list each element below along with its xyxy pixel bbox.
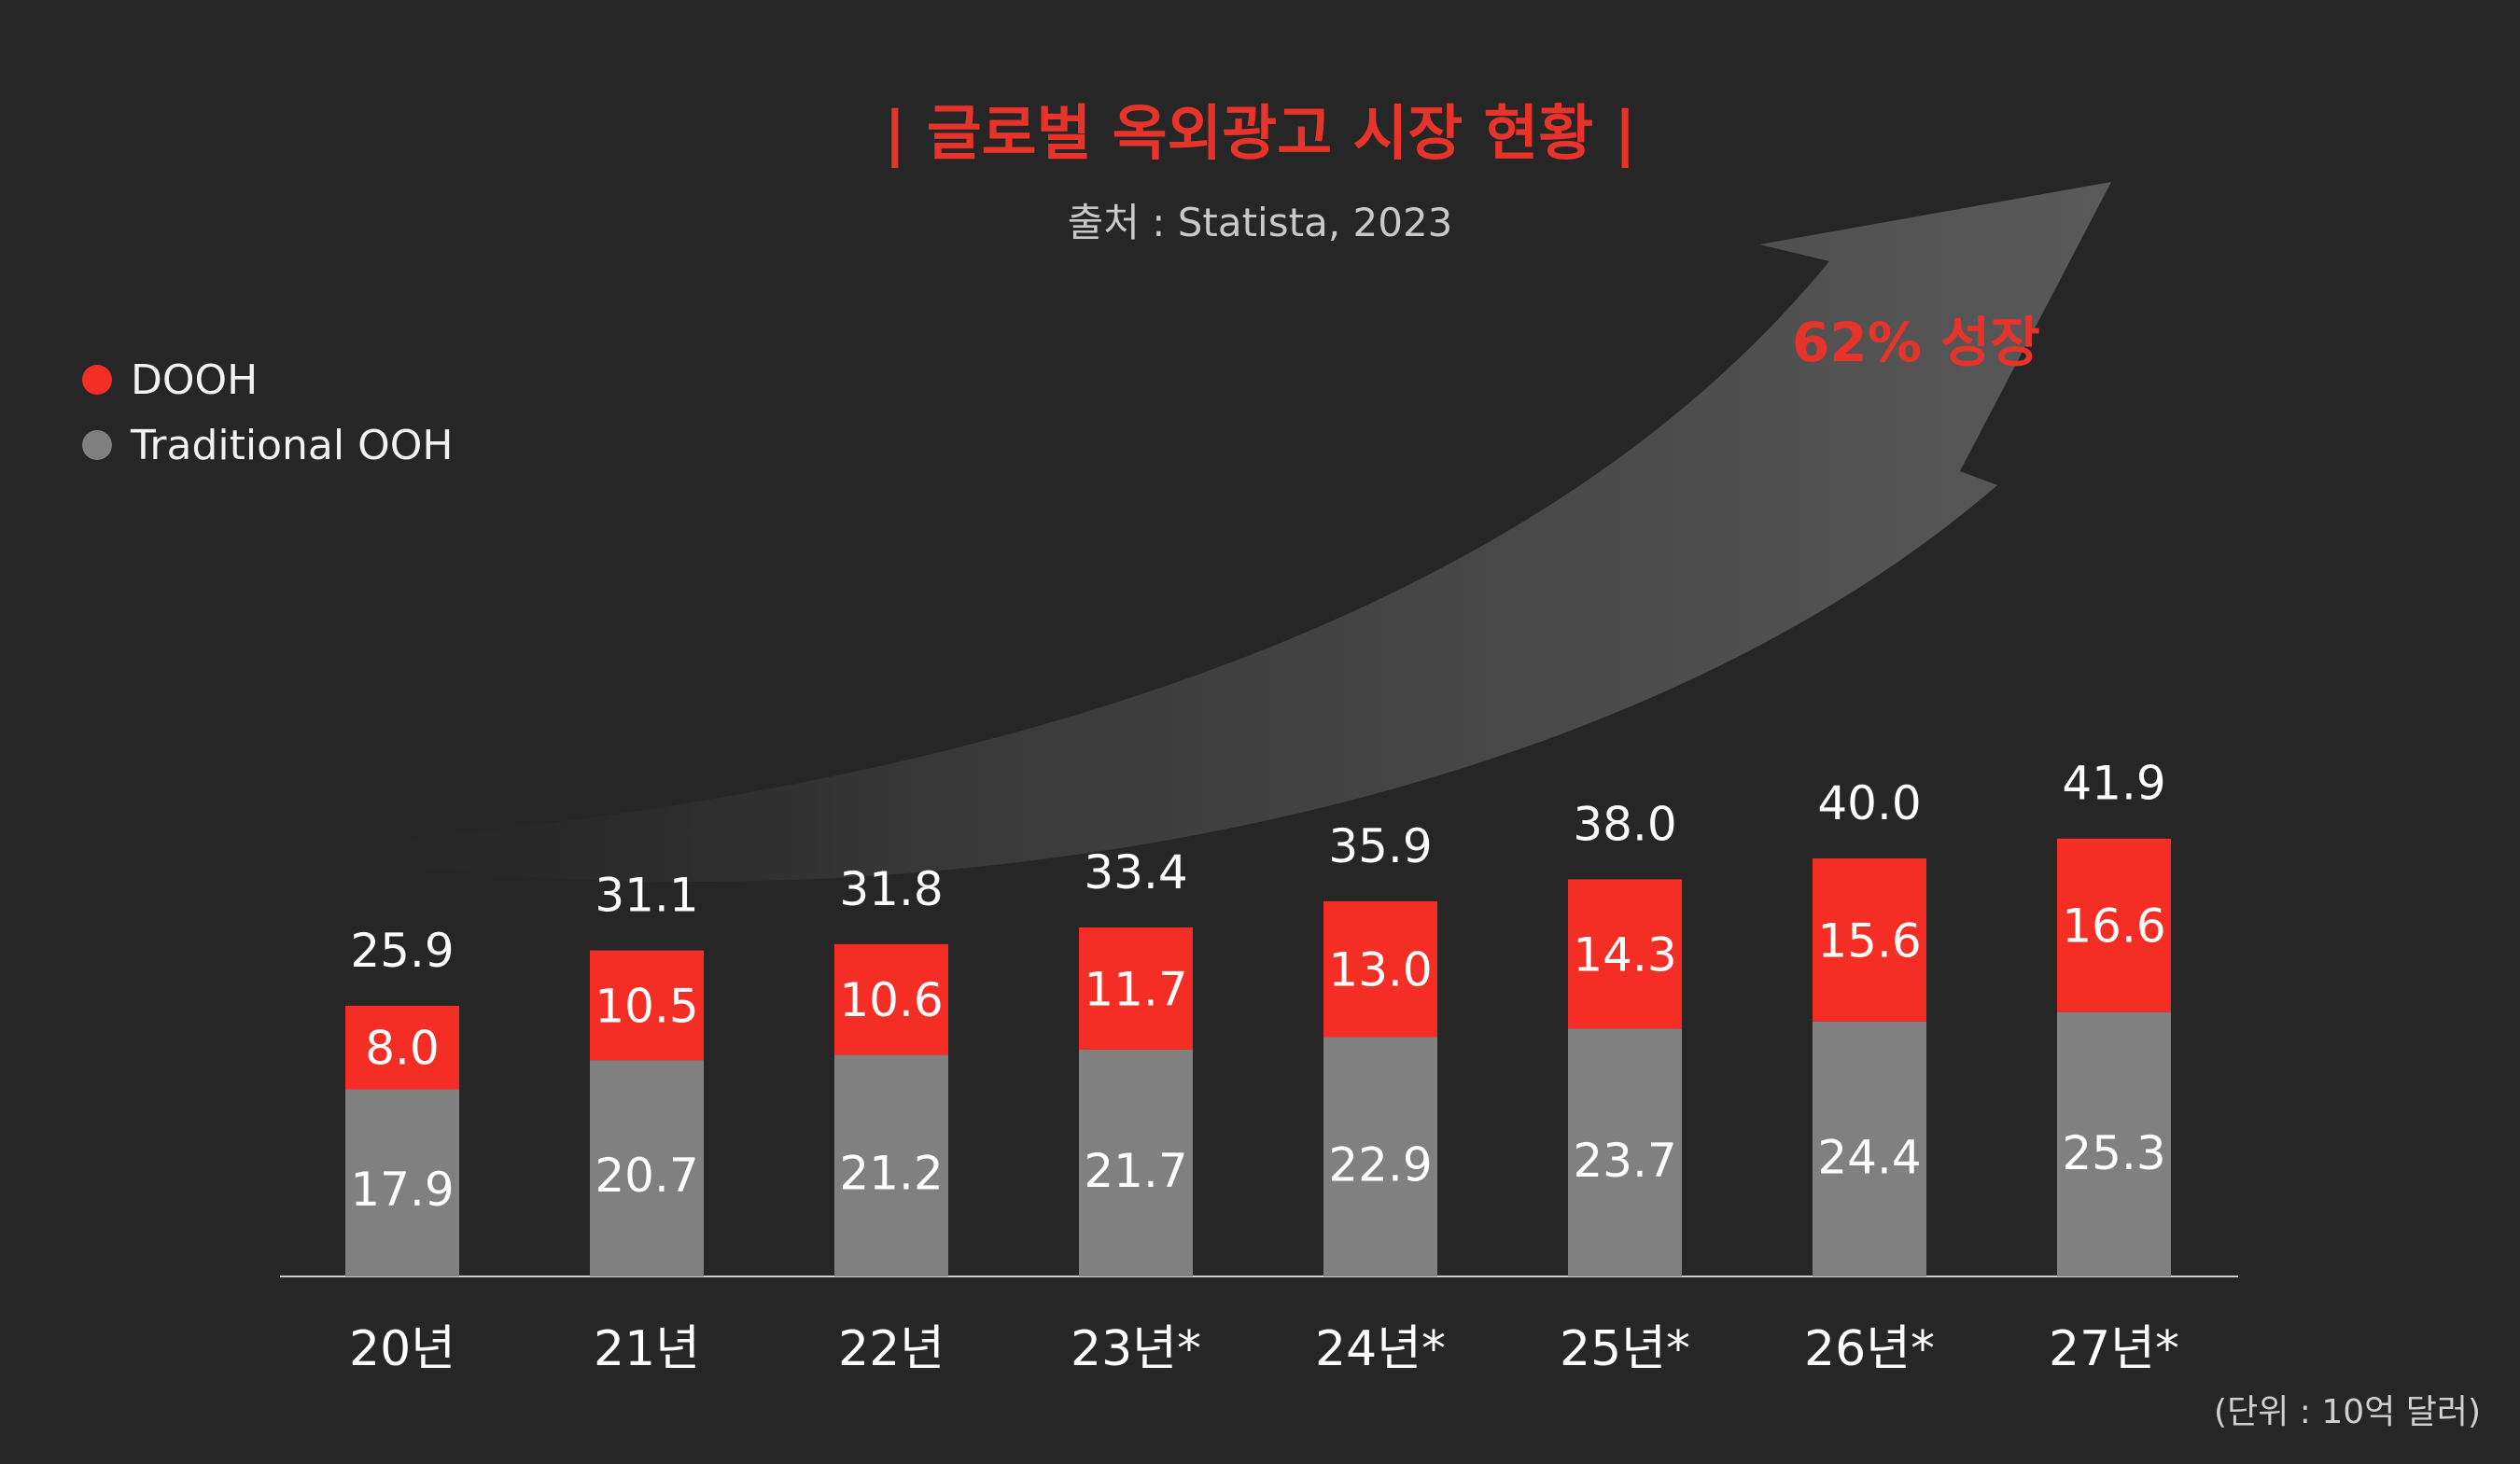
bar-traditional	[1079, 1049, 1193, 1276]
bar-dooh	[2057, 838, 2171, 1012]
x-tick-label: 27년*	[2049, 1321, 2179, 1377]
label-dooh: 14.3	[1573, 927, 1676, 982]
bar-dooh	[1568, 879, 1682, 1029]
label-total: 35.9	[1328, 819, 1432, 873]
label-total: 31.8	[839, 862, 943, 916]
label-dooh: 11.7	[1084, 962, 1187, 1016]
bar-traditional	[1323, 1037, 1437, 1276]
x-tick-label: 26년*	[1804, 1321, 1935, 1377]
legend-label-traditional: Traditional OOH	[131, 421, 454, 469]
label-traditional: 21.2	[839, 1146, 943, 1200]
bar-traditional	[590, 1060, 704, 1276]
chart-title: | 글로벌 옥외광고 시장 현황 |	[884, 100, 1636, 169]
label-dooh: 16.6	[2062, 899, 2165, 954]
x-tick-label: 22년	[838, 1321, 945, 1377]
label-traditional: 25.3	[2062, 1126, 2165, 1180]
x-tick-label: 21년	[594, 1321, 700, 1377]
label-total: 33.4	[1084, 845, 1187, 899]
legend-dot-traditional	[82, 430, 112, 460]
x-tick-label: 20년	[349, 1321, 455, 1377]
label-dooh: 15.6	[1817, 913, 1921, 968]
legend-dot-dooh	[82, 365, 112, 395]
bar-traditional	[2057, 1011, 2171, 1276]
bar-dooh	[834, 943, 948, 1055]
legend-label-dooh: DOOH	[131, 356, 259, 404]
bar-traditional	[345, 1089, 459, 1276]
label-traditional: 20.7	[595, 1149, 698, 1203]
x-tick-label: 25년*	[1560, 1321, 1690, 1377]
growth-annotation: 62% 성장	[1792, 311, 2040, 374]
label-dooh: 13.0	[1328, 943, 1432, 997]
label-total: 38.0	[1573, 797, 1676, 851]
label-traditional: 24.4	[1817, 1131, 1921, 1185]
legend: DOOH Traditional OOH	[82, 347, 453, 478]
bar-dooh	[345, 1005, 459, 1090]
label-traditional: 21.7	[1084, 1144, 1187, 1198]
label-total: 25.9	[350, 924, 454, 978]
legend-item-traditional: Traditional OOH	[82, 412, 453, 478]
x-tick-label: 23년*	[1071, 1321, 1201, 1377]
label-total: 31.1	[595, 869, 698, 923]
label-dooh: 8.0	[365, 1022, 440, 1076]
label-traditional: 23.7	[1573, 1134, 1676, 1188]
bar-traditional	[1568, 1028, 1682, 1276]
label-dooh: 10.6	[839, 973, 943, 1027]
bar-dooh	[1079, 927, 1193, 1050]
label-traditional: 22.9	[1328, 1137, 1432, 1192]
bar-dooh	[1323, 900, 1437, 1038]
unit-note: (단위 : 10억 달러)	[2214, 1393, 2481, 1431]
legend-item-dooh: DOOH	[82, 347, 453, 412]
label-total: 40.0	[1817, 776, 1921, 830]
label-traditional: 17.9	[350, 1163, 454, 1217]
label-dooh: 10.5	[595, 979, 698, 1033]
chart-source: 출처 : Statista, 2023	[1067, 200, 1453, 245]
x-tick-label: 24년*	[1315, 1321, 1446, 1377]
bar-traditional	[1813, 1021, 1926, 1276]
label-total: 41.9	[2062, 757, 2165, 811]
bar-traditional	[834, 1054, 948, 1276]
bar-dooh	[1813, 858, 1926, 1022]
growth-arrow	[280, 182, 2111, 882]
bar-dooh	[590, 950, 704, 1061]
